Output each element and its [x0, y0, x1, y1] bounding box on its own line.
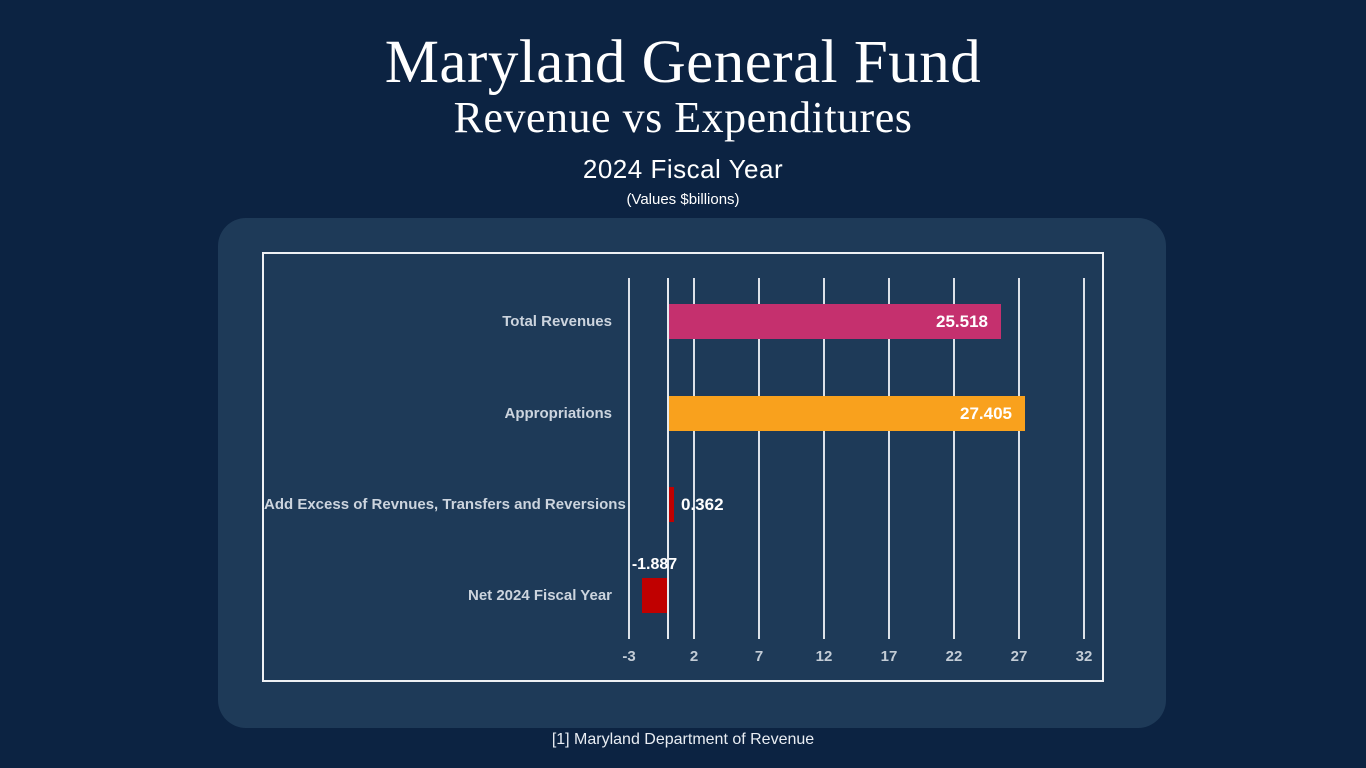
gridline — [628, 278, 630, 639]
x-axis-tick-label: 2 — [689, 648, 699, 665]
gridline — [888, 278, 890, 639]
plot-area: -3 2 7 12 17 22 27 32 Total Revenues 25.518 App… — [262, 252, 1104, 682]
x-axis-tick-label: 22 — [945, 648, 963, 665]
bar-total-revenues — [669, 304, 1001, 339]
gridline — [758, 278, 760, 639]
category-label-net-fiscal-year: Net 2024 Fiscal Year — [468, 587, 612, 604]
chart-panel: -3 2 7 12 17 22 27 32 Total Revenues 25.518 App… — [218, 218, 1166, 728]
grid-layer: -3 2 7 12 17 22 27 32 — [264, 254, 1102, 680]
x-axis-tick-label: 12 — [815, 648, 833, 665]
x-axis-tick-label: 7 — [754, 648, 764, 665]
fiscal-year-label: 2024 Fiscal Year — [582, 153, 784, 184]
bar-row-net-fiscal-year: Net 2024 Fiscal Year -1.887 — [264, 556, 1102, 613]
bar-row-total-revenues: Total Revenues 25.518 — [264, 304, 1102, 339]
x-axis-tick-label: 27 — [1010, 648, 1028, 665]
source-note: [1] Maryland Department of Revenue — [551, 731, 815, 748]
category-label-add-excess: Add Excess of Revnues, Transfers and Rev… — [264, 496, 626, 513]
value-label-appropriations: 27.405 — [960, 404, 1012, 423]
units-label: (Values $billions) — [626, 190, 740, 208]
bar-add-excess — [669, 487, 674, 522]
gridline — [693, 278, 695, 639]
bar-appropriations — [669, 396, 1025, 431]
category-label-total-revenues: Total Revenues — [502, 313, 612, 330]
chart-header: Maryland General Fund Revenue vs Expendi… — [0, 30, 1366, 208]
bar-row-appropriations: Appropriations 27.405 — [264, 396, 1102, 431]
value-label-add-excess: 0.362 — [681, 495, 724, 514]
gridline — [953, 278, 955, 639]
x-axis-tick-label: -3 — [622, 648, 636, 665]
value-label-total-revenues: 25.518 — [936, 312, 988, 331]
x-axis-tick-label: 17 — [880, 648, 898, 665]
zero-axis-line — [667, 278, 669, 639]
value-label-net-fiscal-year: -1.887 — [631, 556, 678, 573]
gridline — [1018, 278, 1020, 639]
bar-row-add-excess: Add Excess of Revnues, Transfers and Rev… — [264, 487, 1102, 522]
gridline — [823, 278, 825, 639]
gridline — [1083, 278, 1085, 639]
bar-net-fiscal-year — [642, 578, 667, 613]
x-axis-tick-label: 32 — [1075, 648, 1093, 665]
chart-subtitle: Revenue vs Expenditures — [453, 92, 913, 142]
chart-title: Maryland General Fund — [384, 29, 982, 96]
category-label-appropriations: Appropriations — [504, 405, 613, 422]
